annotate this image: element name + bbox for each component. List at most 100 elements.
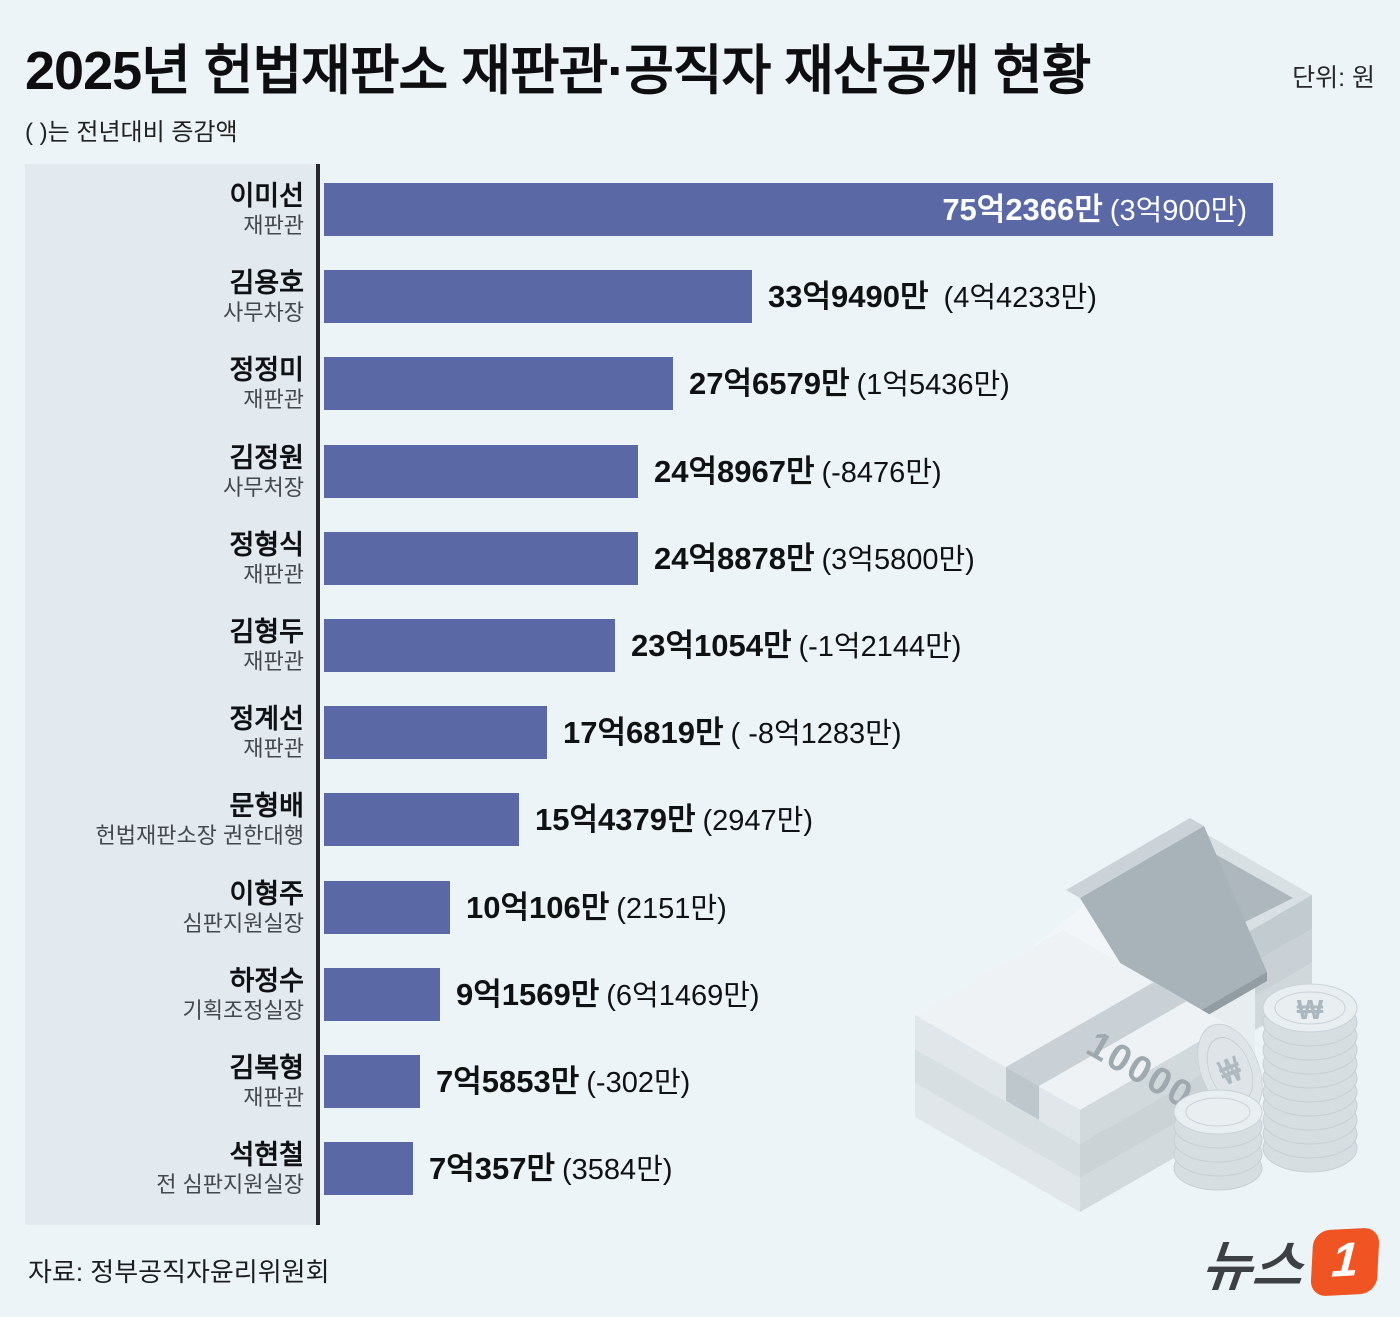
asset-value: 10억106만 (2151만) bbox=[466, 881, 727, 934]
asset-bar bbox=[324, 619, 615, 672]
person-name: 정정미 bbox=[229, 354, 304, 385]
person-role: 재판관 bbox=[243, 648, 304, 674]
short-coin-stack bbox=[1173, 1089, 1263, 1191]
asset-value-main: 27억6579만 bbox=[689, 366, 850, 401]
asset-bar bbox=[324, 793, 519, 846]
chart-row: 김용호 사무차장 33억9490만 (4억4233만) bbox=[25, 253, 1375, 340]
person-role: 재판관 bbox=[243, 212, 304, 238]
person-name: 정형식 bbox=[229, 529, 304, 560]
chart-row: 문형배 헌법재판소장 권한대행 15억4379만 (2947만) bbox=[25, 776, 1375, 863]
person-role: 심판지원실장 bbox=[182, 910, 304, 936]
label-panel bbox=[25, 164, 320, 1225]
asset-value-main: 75억2366만 bbox=[942, 192, 1103, 227]
chart-row: 정정미 재판관 27억6579만 (1억5436만) bbox=[25, 340, 1375, 427]
house-money-illustration: 10000 ₩ ₩ bbox=[915, 818, 1358, 1212]
asset-value-change: (6억1469만) bbox=[606, 980, 760, 1012]
row-labels: 정정미 재판관 bbox=[25, 340, 304, 427]
row-labels: 김용호 사무차장 bbox=[25, 253, 304, 340]
asset-value-change: (-1억2144만) bbox=[798, 631, 962, 663]
person-role: 사무차장 bbox=[223, 299, 304, 325]
person-role: 헌법재판소장 권한대행 bbox=[95, 822, 304, 848]
chart-row: 김정원 사무처장 24억8967만 (-8476만) bbox=[25, 428, 1375, 515]
chart-row: 석현철 전 심판지원실장 7억357만 (3584만) bbox=[25, 1125, 1375, 1212]
row-labels: 김형두 재판관 bbox=[25, 602, 304, 689]
person-name: 정계선 bbox=[229, 703, 304, 734]
coin-stacks: ₩ ₩ bbox=[1173, 983, 1358, 1191]
asset-value-change: ( -8억1283만) bbox=[730, 718, 902, 750]
asset-value: 75억2366만 (3억900만) bbox=[324, 183, 1260, 236]
person-name: 이형주 bbox=[229, 878, 304, 909]
news1-logo: 뉴스 1 bbox=[1199, 1222, 1380, 1301]
asset-bar bbox=[324, 968, 440, 1021]
asset-value: 23억1054만 (-1억2144만) bbox=[631, 619, 961, 672]
asset-bar bbox=[324, 532, 638, 585]
person-name: 석현철 bbox=[229, 1139, 304, 1170]
asset-bar bbox=[324, 1142, 413, 1195]
chart-note: ( )는 전년대비 증감액 bbox=[25, 119, 238, 146]
person-role: 재판관 bbox=[243, 561, 304, 587]
person-name: 하정수 bbox=[229, 965, 304, 996]
person-role: 재판관 bbox=[243, 1084, 304, 1110]
row-labels: 하정수 기획조정실장 bbox=[25, 951, 304, 1038]
asset-value-main: 23억1054만 bbox=[631, 628, 792, 663]
asset-value: 24억8967만 (-8476만) bbox=[654, 445, 942, 498]
asset-bar bbox=[324, 445, 638, 498]
asset-value: 24억8878만 (3억5800만) bbox=[654, 532, 975, 585]
asset-value-change: (-8476만) bbox=[821, 457, 942, 489]
person-name: 김형두 bbox=[229, 616, 304, 647]
page-title: 2025년 헌법재판소 재판관·공직자 재산공개 현황 bbox=[25, 41, 1091, 101]
row-labels: 정계선 재판관 bbox=[25, 689, 304, 776]
asset-value-main: 33억9490만 bbox=[768, 279, 929, 314]
asset-bar bbox=[324, 183, 1273, 236]
person-name: 김용호 bbox=[229, 267, 304, 298]
asset-value: 9억1569만 (6억1469만) bbox=[456, 968, 760, 1021]
asset-value: 17억6819만( -8억1283만) bbox=[563, 706, 902, 759]
asset-value-main: 7억5853만 bbox=[436, 1064, 580, 1099]
news1-logo-text: 뉴스 bbox=[1198, 1237, 1307, 1297]
chart-row: 김형두 재판관 23억1054만 (-1억2144만) bbox=[25, 602, 1375, 689]
asset-bar bbox=[324, 881, 450, 934]
person-role: 기획조정실장 bbox=[182, 997, 304, 1023]
person-name: 김복형 bbox=[229, 1052, 304, 1083]
asset-value: 7억357만 (3584만) bbox=[429, 1142, 673, 1195]
tall-coin-stack: ₩ bbox=[1262, 983, 1358, 1173]
row-labels: 정형식 재판관 bbox=[25, 515, 304, 602]
news1-logo-badge: 1 bbox=[1310, 1226, 1380, 1297]
svg-text:₩: ₩ bbox=[1297, 994, 1324, 1025]
person-name: 문형배 bbox=[229, 790, 304, 821]
asset-bar bbox=[324, 357, 673, 410]
asset-value: 15억4379만 (2947만) bbox=[535, 793, 813, 846]
asset-bar bbox=[324, 1055, 420, 1108]
chart-row: 이미선 재판관 75억2366만 (3억900만) bbox=[25, 166, 1375, 253]
row-labels: 이형주 심판지원실장 bbox=[25, 864, 304, 951]
row-labels: 김복형 재판관 bbox=[25, 1038, 304, 1125]
chart-row: 하정수 기획조정실장 9억1569만 (6억1469만) bbox=[25, 951, 1375, 1038]
row-labels: 석현철 전 심판지원실장 bbox=[25, 1125, 304, 1212]
asset-value-change: (-302만) bbox=[586, 1067, 691, 1099]
asset-value-change: (4억4233만) bbox=[935, 282, 1097, 314]
source-credit: 자료: 정부공직자윤리위원회 bbox=[28, 1257, 330, 1287]
person-role: 전 심판지원실장 bbox=[156, 1171, 304, 1197]
asset-value: 27억6579만 (1억5436만) bbox=[689, 357, 1010, 410]
asset-value-change: (2947만) bbox=[702, 805, 813, 837]
asset-value-main: 24억8967만 bbox=[654, 454, 815, 489]
asset-value-change: (1억5436만) bbox=[856, 369, 1010, 401]
asset-value-main: 7억357만 bbox=[429, 1151, 556, 1186]
asset-value-main: 17억6819만 bbox=[563, 715, 724, 750]
asset-value-change: (2151만) bbox=[616, 893, 727, 925]
chart-row: 정형식 재판관 24억8878만 (3억5800만) bbox=[25, 515, 1375, 602]
chart-row: 김복형 재판관 7억5853만 (-302만) bbox=[25, 1038, 1375, 1125]
asset-value-change: (3억5800만) bbox=[821, 544, 975, 576]
asset-value-main: 9억1569만 bbox=[456, 977, 600, 1012]
row-labels: 김정원 사무처장 bbox=[25, 428, 304, 515]
asset-bar bbox=[324, 270, 752, 323]
asset-value-change: (3억900만) bbox=[1109, 195, 1247, 227]
person-name: 이미선 bbox=[229, 180, 304, 211]
asset-bar bbox=[324, 706, 547, 759]
person-role: 사무처장 bbox=[223, 474, 304, 500]
asset-value-main: 10억106만 bbox=[466, 890, 610, 925]
chart-row: 이형주 심판지원실장 10억106만 (2151만) bbox=[25, 864, 1375, 951]
banknote-stack: 10000 bbox=[915, 930, 1228, 1212]
row-labels: 문형배 헌법재판소장 권한대행 bbox=[25, 776, 304, 863]
